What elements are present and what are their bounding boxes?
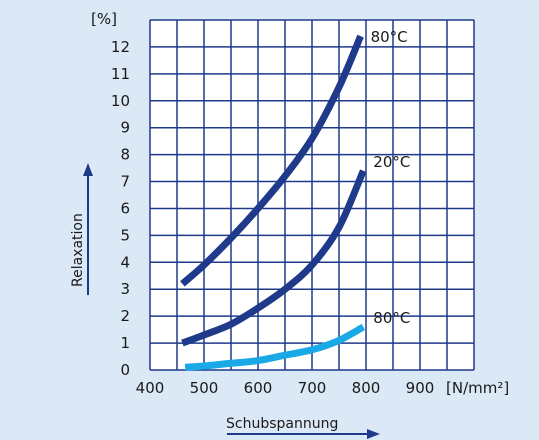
x-tick-label: 800 <box>352 379 381 397</box>
y-tick-label: 8 <box>120 146 130 164</box>
y-tick-label: 12 <box>111 38 130 56</box>
y-tick-label: 2 <box>120 307 130 325</box>
x-tick-label: 600 <box>244 379 273 397</box>
y-axis-label: Relaxation <box>70 213 86 287</box>
y-tick-label: 9 <box>120 119 130 137</box>
y-unit-label: [%] <box>91 10 117 28</box>
y-tick-label: 3 <box>120 280 130 298</box>
y-tick-label: 1 <box>120 334 130 352</box>
series-label-1: 80°C <box>371 28 408 46</box>
x-axis-label: Schubspannung <box>226 416 338 432</box>
y-tick-label: 11 <box>111 65 130 83</box>
x-tick-label: 400 <box>136 379 165 397</box>
x-tick-label: 500 <box>190 379 219 397</box>
y-tick-label: 4 <box>120 253 130 271</box>
x-tick-label: 700 <box>298 379 327 397</box>
x-unit-label: [N/mm²] <box>446 379 509 397</box>
y-tick-label: 7 <box>120 173 130 191</box>
x-tick-label: 900 <box>406 379 435 397</box>
y-tick-label: 5 <box>120 226 130 244</box>
y-tick-label: 0 <box>120 361 130 379</box>
y-tick-label: 10 <box>111 92 130 110</box>
y-tick-label: 6 <box>120 199 130 217</box>
series-label-2: 20°C <box>373 153 410 171</box>
series-label-3: 80°C <box>373 309 410 327</box>
